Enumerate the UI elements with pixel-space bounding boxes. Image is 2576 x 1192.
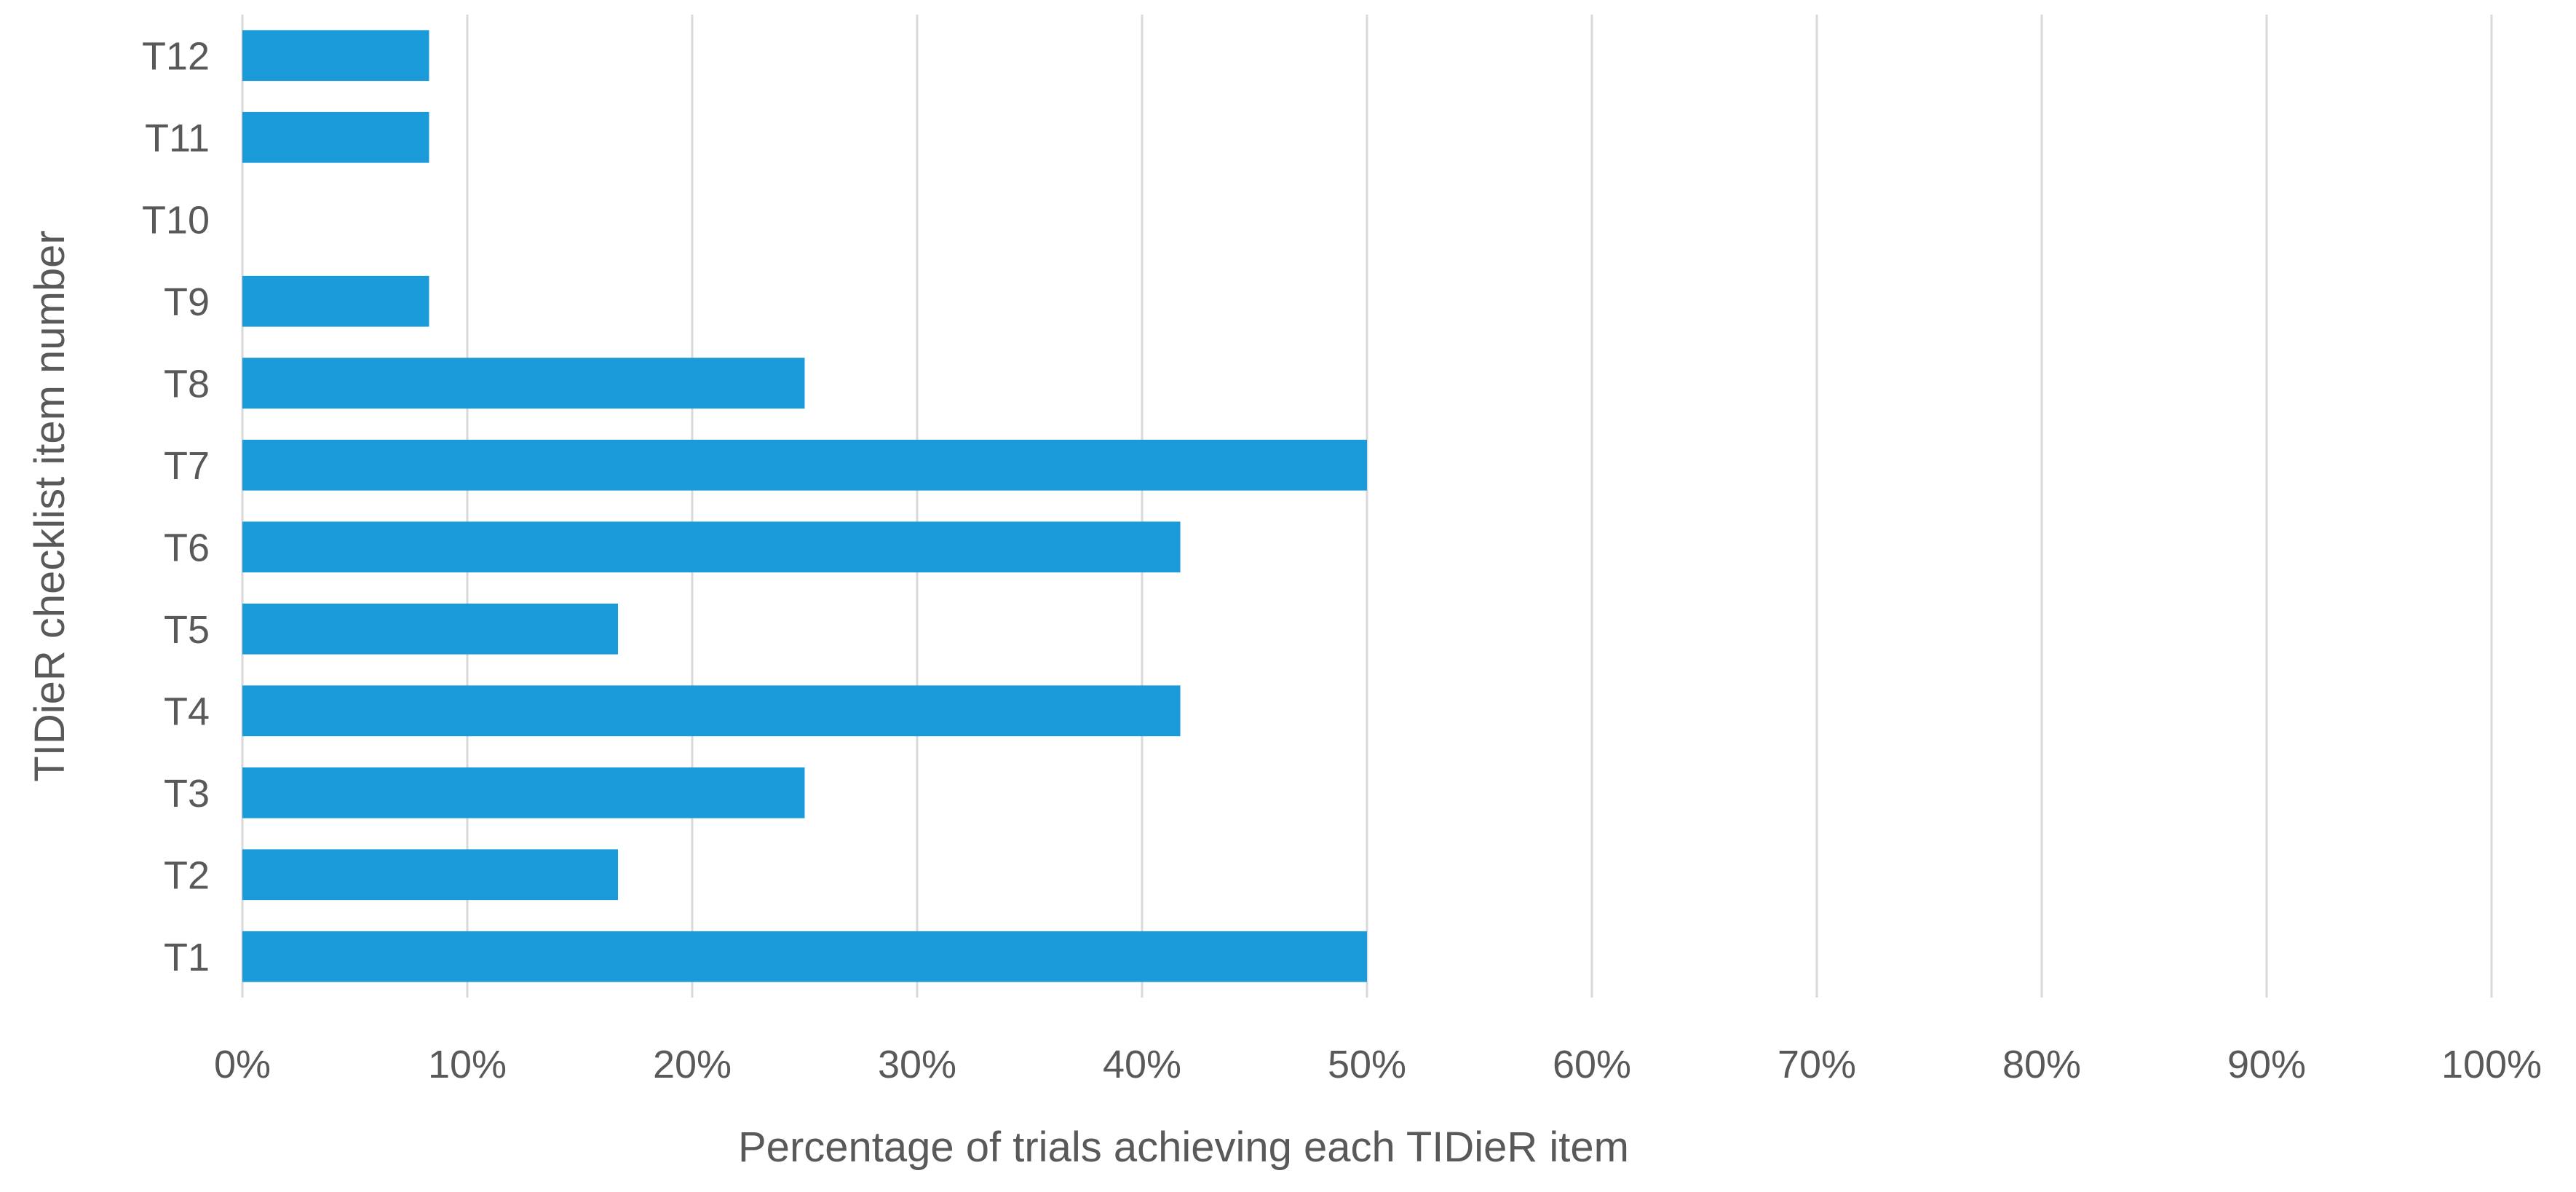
y-tick-label: T4 — [164, 690, 210, 733]
x-tick-label: 0% — [214, 1043, 271, 1086]
y-tick-label: T2 — [164, 853, 210, 897]
y-tick-labels: T1 T2 T3 T4 T5 T6 T7 T8 T9 T10 T11 T12 — [142, 34, 210, 979]
x-tick-label: 10% — [428, 1043, 507, 1086]
y-axis-title: TIDieR checklist item number — [26, 230, 74, 781]
y-tick-label: T3 — [164, 772, 210, 816]
bar-t6 — [242, 521, 1181, 573]
x-tick-label: 70% — [1778, 1043, 1856, 1086]
bar-t9 — [242, 275, 429, 327]
x-tick-label: 100% — [2441, 1043, 2542, 1086]
x-tick-label: 80% — [2002, 1043, 2081, 1086]
bar-t4 — [242, 685, 1181, 737]
y-tick-label: T5 — [164, 608, 210, 652]
y-tick-label: T9 — [164, 280, 210, 324]
bar-t12 — [242, 30, 429, 82]
x-tick-label: 60% — [1553, 1043, 1631, 1086]
x-tick-label: 90% — [2227, 1043, 2306, 1086]
y-tick-label: T11 — [145, 117, 210, 160]
bar-t2 — [242, 849, 619, 901]
bar-t7 — [242, 439, 1367, 491]
y-tick-label: T1 — [164, 936, 210, 979]
x-tick-label: 30% — [878, 1043, 956, 1086]
y-tick-label: T6 — [164, 526, 210, 569]
bar-t8 — [242, 358, 805, 409]
bar-t3 — [242, 767, 805, 818]
bar-t1 — [242, 931, 1367, 982]
bars — [242, 30, 1367, 982]
y-tick-label: T12 — [142, 34, 210, 78]
bar-t11 — [242, 111, 429, 163]
x-tick-label: 40% — [1103, 1043, 1181, 1086]
y-tick-label: T10 — [142, 198, 210, 242]
gridlines — [241, 15, 2493, 998]
y-tick-label: T7 — [164, 444, 210, 488]
x-tick-label: 50% — [1328, 1043, 1406, 1086]
y-tick-label: T8 — [164, 362, 210, 406]
x-tick-label: 20% — [653, 1043, 732, 1086]
x-tick-labels: 0% 10% 20% 30% 40% 50% 60% 70% 80% 90% 100% — [214, 1043, 2542, 1086]
x-axis-title: Percentage of trials achieving each TIDi… — [738, 1124, 1629, 1171]
bar-t5 — [242, 603, 619, 655]
